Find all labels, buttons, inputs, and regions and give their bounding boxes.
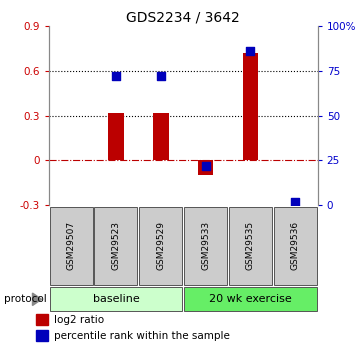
Text: GSM29533: GSM29533 [201, 221, 210, 270]
Text: GSM29529: GSM29529 [156, 221, 165, 270]
Point [113, 73, 119, 79]
Text: log2 ratio: log2 ratio [54, 315, 104, 325]
Bar [198, 160, 213, 175]
Bar [49, 287, 182, 311]
Text: GSM29535: GSM29535 [246, 221, 255, 270]
Bar [36, 314, 48, 325]
Point [158, 73, 164, 79]
Point [292, 199, 298, 205]
Bar [184, 207, 227, 285]
Text: GSM29536: GSM29536 [291, 221, 300, 270]
Bar [184, 287, 317, 311]
Text: GSM29523: GSM29523 [112, 221, 121, 270]
Polygon shape [32, 293, 42, 306]
Bar [36, 330, 48, 341]
Bar [139, 207, 182, 285]
Bar [49, 207, 93, 285]
Text: protocol: protocol [4, 294, 46, 304]
Bar [153, 112, 169, 160]
Text: percentile rank within the sample: percentile rank within the sample [54, 331, 230, 341]
Bar [229, 207, 272, 285]
Bar [274, 207, 317, 285]
Title: GDS2234 / 3642: GDS2234 / 3642 [126, 11, 240, 25]
Text: 20 wk exercise: 20 wk exercise [209, 294, 292, 304]
Text: GSM29507: GSM29507 [67, 221, 76, 270]
Point [248, 48, 253, 54]
Bar [243, 53, 258, 160]
Bar [108, 112, 124, 160]
Bar [95, 207, 138, 285]
Point [203, 163, 209, 169]
Text: baseline: baseline [92, 294, 139, 304]
